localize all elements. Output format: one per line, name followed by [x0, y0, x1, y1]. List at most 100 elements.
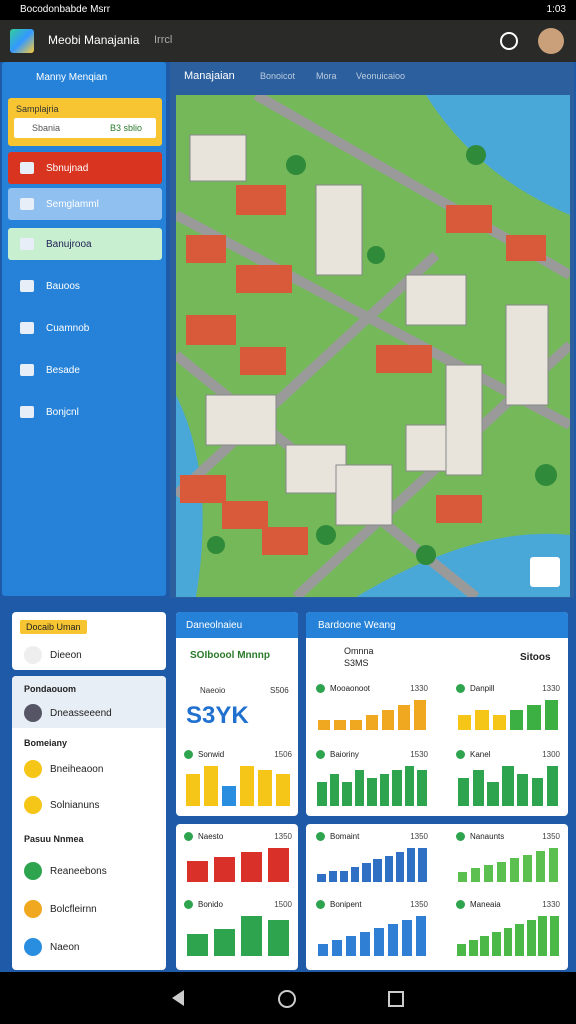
chart-number: 1350: [274, 832, 292, 841]
list-item[interactable]: Reaneebons: [24, 862, 107, 880]
bar: [397, 705, 411, 730]
list-item[interactable]: Solnianuns: [24, 796, 99, 814]
bar: [268, 848, 289, 882]
bar: [415, 916, 427, 956]
chart-icon: [456, 832, 465, 841]
bar: [373, 859, 382, 882]
chart-icon: [316, 750, 325, 759]
bar: [418, 848, 427, 882]
chart-label: Naesto: [198, 832, 224, 841]
bar: [526, 920, 536, 956]
list-title[interactable]: Docaib Uman: [20, 620, 87, 634]
icon: [24, 938, 42, 956]
chart-icon: [456, 750, 465, 759]
map-tab[interactable]: Mora: [316, 71, 337, 81]
bar: [268, 920, 289, 956]
search-button[interactable]: [500, 32, 518, 50]
bar: [492, 715, 506, 730]
chart-label: Bomaint: [330, 832, 360, 841]
icon: [20, 406, 34, 418]
chart-label: Baioriny: [330, 750, 359, 759]
city-map: [176, 95, 570, 597]
bar: [404, 766, 415, 806]
status-bar: Bocodonbabde Msrr 1:03: [0, 0, 576, 20]
list-title[interactable]: Pondaouom: [24, 684, 76, 694]
bar: [214, 929, 235, 956]
home-button[interactable]: [278, 990, 296, 1008]
sidebar-item[interactable]: Bauoos: [8, 270, 162, 302]
chart-label: Nanaunts: [470, 832, 505, 841]
card-sub: S3MS: [344, 658, 369, 668]
bar: [468, 940, 478, 956]
bar: [401, 920, 413, 956]
bar: [379, 774, 390, 806]
card: Daneolnaieu SOIboool Mnnnp Naeoio S506 S…: [176, 612, 298, 816]
sidebar-item[interactable]: Sbnujnad: [8, 152, 162, 184]
search-button[interactable]: B3 sblio: [110, 123, 143, 133]
chart-number: 1330: [542, 684, 560, 693]
list-item[interactable]: Bneiheaoon: [24, 760, 103, 778]
bar: [496, 861, 507, 882]
bar: [328, 870, 338, 882]
bar: [187, 933, 208, 956]
bar: [503, 928, 513, 956]
sidebar-title: Manny Menqian: [36, 72, 108, 83]
list-item[interactable]: Naeon: [24, 938, 79, 956]
sidebar-item[interactable]: Banujrooa: [8, 228, 162, 260]
bar: [538, 916, 548, 956]
mini-chart: Baioriny 1530: [316, 750, 428, 806]
sidebar-item[interactable]: Besade: [8, 354, 162, 386]
bar: [472, 770, 484, 806]
bar: [339, 870, 349, 882]
bar: [354, 770, 365, 806]
bar: [515, 924, 524, 956]
chart-label: Sonwid: [198, 750, 225, 759]
back-button[interactable]: [172, 990, 184, 1006]
mini-chart: Maneaia 1330: [456, 900, 560, 956]
chart-number: 1350: [410, 832, 428, 841]
avatar[interactable]: [538, 28, 564, 54]
sidebar-item[interactable]: Semglamml: [8, 188, 162, 220]
card-badge: Sitoos: [520, 652, 551, 663]
bar: [359, 932, 371, 956]
bar: [395, 851, 405, 882]
bar: [457, 871, 468, 882]
bar: [373, 928, 385, 956]
map-tab[interactable]: Bonoicot: [260, 71, 296, 81]
map-tab[interactable]: Veonuicaioo: [356, 71, 406, 81]
big-number: S3YK: [186, 702, 249, 729]
list-item[interactable]: Dieeon: [24, 646, 82, 664]
list-title[interactable]: Bomeiany: [24, 738, 68, 748]
list-title[interactable]: Pasuu Nnmea: [24, 834, 84, 844]
list-label: Reaneebons: [50, 865, 107, 877]
bar: [527, 705, 541, 730]
chart-icon: [316, 900, 325, 909]
sidebar-label: Banujrooa: [46, 238, 92, 250]
list-item[interactable]: Bolcfleirnn: [24, 900, 97, 918]
sidebar-label: Semglamml: [46, 198, 99, 210]
sidebar-item[interactable]: Cuamnob: [8, 312, 162, 344]
chart-label: Bonido: [198, 900, 223, 909]
icon: [24, 796, 42, 814]
bar: [342, 782, 352, 806]
bar: [350, 866, 360, 882]
mini-chart: Nanaunts 1350: [456, 832, 560, 882]
bar: [483, 865, 494, 882]
chart-number: 1300: [542, 750, 560, 759]
icon: [20, 198, 34, 210]
bar: [457, 944, 467, 956]
recents-button[interactable]: [388, 991, 404, 1007]
list-item[interactable]: Dneasseeend: [24, 704, 112, 722]
bar: [349, 720, 363, 730]
app-subtitle: Irrcl: [154, 34, 173, 46]
sidebar-label: Bonjcnl: [46, 406, 79, 418]
card-header: [306, 612, 568, 638]
search-input[interactable]: Sbania B3 sblio: [14, 118, 156, 138]
sidebar-item[interactable]: Bonjcnl: [8, 396, 162, 428]
status-time: 1:03: [546, 4, 566, 15]
chart-icon: [456, 684, 465, 693]
bar: [502, 766, 514, 806]
bar: [362, 863, 371, 882]
bar: [241, 916, 262, 956]
map-panel: Manajaian Bonoicot Mora Veonuicaioo: [170, 62, 574, 598]
